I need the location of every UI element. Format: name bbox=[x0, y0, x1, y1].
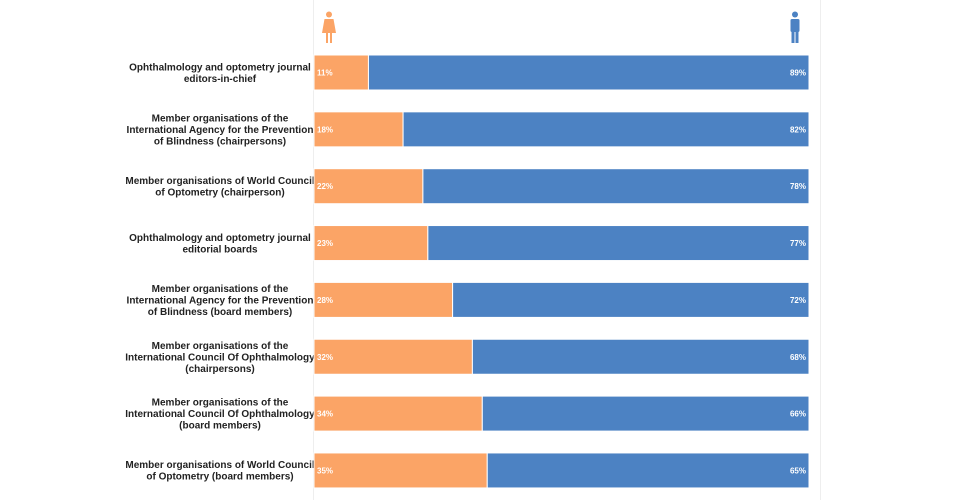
category-label: Ophthalmology and optometry journal edito… bbox=[129, 233, 311, 256]
women-value-label: 35% bbox=[317, 466, 333, 475]
female-figure-icon bbox=[322, 11, 336, 43]
men-value-label: 66% bbox=[790, 410, 806, 419]
men-bar-segment bbox=[486, 452, 810, 489]
bar-row: Member organisations of the International… bbox=[125, 395, 810, 432]
women-bar-segment bbox=[313, 452, 488, 489]
bar-row: Ophthalmology and optometry journal edito… bbox=[129, 54, 810, 91]
male-figure-icon bbox=[790, 11, 800, 43]
bar-row: Member organisations of World Council of … bbox=[125, 168, 810, 205]
women-bar-segment bbox=[313, 281, 454, 318]
men-value-label: 65% bbox=[790, 466, 806, 475]
men-bar-segment bbox=[367, 54, 810, 91]
women-bar-segment bbox=[313, 338, 473, 375]
bar-row: Member organisations of World Council of … bbox=[125, 452, 810, 489]
women-value-label: 28% bbox=[317, 296, 333, 305]
bar-row: Ophthalmology and optometry journal edito… bbox=[129, 225, 810, 262]
men-value-label: 72% bbox=[790, 296, 806, 305]
women-value-label: 18% bbox=[317, 125, 333, 134]
women-value-label: 34% bbox=[317, 410, 333, 419]
men-bar-segment bbox=[452, 281, 810, 318]
bar-area: Ophthalmology and optometry journal edito… bbox=[125, 54, 810, 489]
category-label: Member organisations of the International… bbox=[127, 113, 314, 147]
men-bar-segment bbox=[402, 111, 810, 148]
men-bar-segment bbox=[422, 168, 810, 205]
category-label: Member organisations of World Council of … bbox=[125, 176, 314, 199]
category-label: Member organisations of World Council of … bbox=[125, 460, 314, 483]
women-value-label: 32% bbox=[317, 353, 333, 362]
men-bar-segment bbox=[481, 395, 810, 432]
category-label: Member organisations of the International… bbox=[127, 284, 314, 318]
men-bar-segment bbox=[471, 338, 810, 375]
women-bar-segment bbox=[313, 111, 404, 148]
category-label: Member organisations of the International… bbox=[125, 398, 315, 432]
women-bar-segment bbox=[313, 225, 429, 262]
bar-row: Member organisations of the International… bbox=[125, 338, 810, 375]
women-value-label: 11% bbox=[317, 69, 333, 78]
women-value-label: 23% bbox=[317, 239, 333, 248]
women-bar-segment bbox=[313, 168, 424, 205]
men-value-label: 82% bbox=[790, 125, 806, 134]
women-bar-segment bbox=[313, 395, 483, 432]
men-value-label: 68% bbox=[790, 353, 806, 362]
women-value-label: 22% bbox=[317, 182, 333, 191]
bar-row: Member organisations of the International… bbox=[127, 281, 810, 318]
men-value-label: 78% bbox=[790, 182, 806, 191]
category-label: Member organisations of the International… bbox=[125, 341, 315, 375]
bar-row: Member organisations of the International… bbox=[127, 111, 810, 148]
men-value-label: 77% bbox=[790, 239, 806, 248]
men-bar-segment bbox=[427, 225, 810, 262]
men-value-label: 89% bbox=[790, 69, 806, 78]
category-label: Ophthalmology and optometry journal edito… bbox=[129, 62, 311, 85]
